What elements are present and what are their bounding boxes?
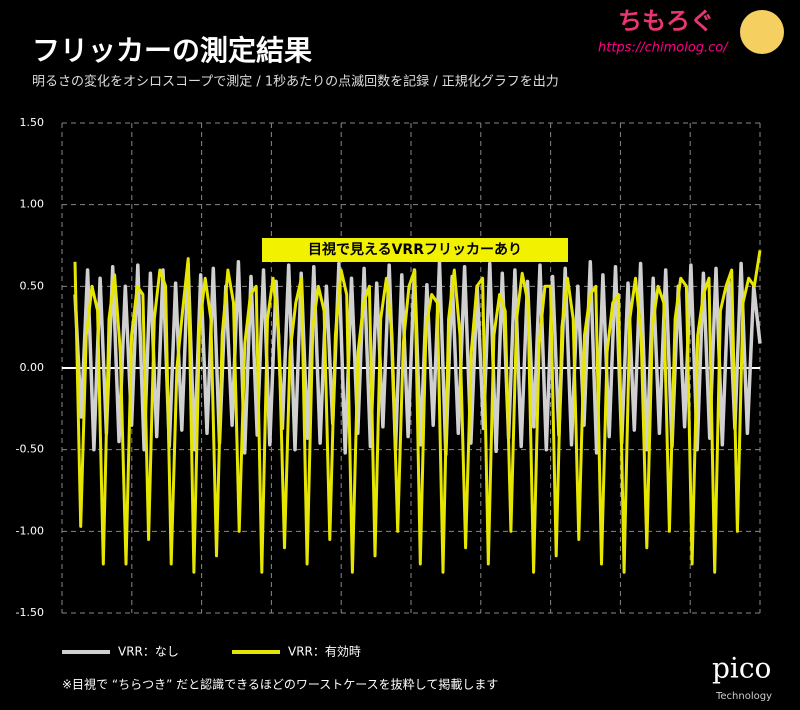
subtitle: 明るさの変化をオシロスコープで測定 / 1秒あたりの点滅回数を記録 / 正規化グ…: [32, 74, 559, 90]
y-tick-label: 1.00: [20, 198, 45, 211]
y-tick-label: -0.50: [16, 443, 44, 456]
y-tick-label: -1.00: [16, 524, 44, 537]
annotation-box: [262, 238, 568, 262]
legend-label: VRR：なし: [118, 645, 179, 659]
y-tick-label: -1.50: [16, 606, 44, 619]
logo: pico: [712, 652, 771, 685]
annotation: 目視で見えるVRRフリッカーあり: [308, 241, 522, 258]
note: ※目視で “ちらつき” だと認識できるほどのワーストケースを抜粋して掲載します: [62, 677, 498, 692]
y-tick-label: 1.50: [20, 116, 45, 129]
brand: ちもろぐ: [618, 7, 714, 35]
legend-label: VRR：有効時: [288, 644, 361, 659]
title: フリッカーの測定結果: [32, 34, 312, 67]
y-tick-label: 0.50: [20, 279, 45, 292]
brand-url: https://chimolog.co/: [598, 41, 729, 56]
logo-sub: Technology: [715, 691, 772, 702]
y-tick-label: 0.00: [20, 361, 45, 374]
mascot: [740, 10, 784, 54]
series-line: [73, 250, 762, 574]
